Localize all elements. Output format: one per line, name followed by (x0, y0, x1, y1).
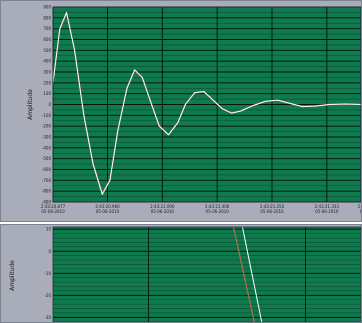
x-tick-date-label: 05-06-2010 (260, 209, 284, 214)
signal-series-line (53, 11, 361, 195)
y-tick-label: -20 (44, 293, 51, 298)
x-tick-time-label: 2:43:21.250 (260, 204, 285, 209)
x-tick-time-label: 2:43:21.333 (315, 204, 340, 209)
plot-frame (52, 226, 361, 322)
x-tick-time-label: 2:43:20.877 (41, 204, 66, 209)
fit-series-line (232, 227, 255, 322)
y-tick-label: -800 (42, 189, 52, 194)
y-tick-label: -300 (42, 135, 52, 140)
x-tick-date-label: 05-06-2010 (41, 209, 65, 214)
x-tick-time-label: 2:4 (358, 204, 362, 209)
x-tick-date-label: 05-06-2010 (151, 209, 175, 214)
y-tick-label: 300 (43, 70, 51, 75)
y-tick-label: 500 (43, 48, 51, 53)
x-tick-date-label: 05-06-2010 (315, 209, 339, 214)
waveform-graph: 900 800 700 600 500 400 300 200 100 0 -100 -200 -300… (27, 5, 362, 214)
y-tick-label: 400 (43, 59, 51, 64)
y-tick-label: -100 (42, 113, 52, 118)
y-tick-label: -900 (42, 200, 52, 205)
x-tick-date-label: 0 (360, 209, 362, 214)
y-tick-label: -30 (44, 315, 51, 320)
y-tick-label: 900 (43, 5, 51, 10)
y-tick-label: 200 (43, 80, 51, 85)
zoom-graph: 10 0 -10 -20 -30 Amplitude (9, 226, 361, 322)
y-tick-label: -200 (42, 124, 52, 129)
y-tick-label: 0 (48, 249, 51, 254)
plot-area (53, 227, 361, 322)
y-tick-label: 800 (43, 15, 51, 20)
y-axis-label: Amplitude (27, 89, 34, 120)
y-tick-label: -700 (42, 178, 52, 183)
signal-series-line (241, 227, 263, 322)
x-tick-time-label: 2:43:21.400 (205, 204, 230, 209)
y-axis-label: Amplitude (9, 260, 16, 291)
plot-frame (52, 6, 361, 203)
y-tick-label: -500 (42, 156, 52, 161)
series-group (53, 11, 361, 195)
y-tick-label: 10 (46, 227, 52, 232)
y-tick-label: 700 (43, 26, 51, 31)
y-tick-label: -400 (42, 145, 52, 150)
y-tick-label: -600 (42, 167, 52, 172)
y-tick-label: 600 (43, 37, 51, 42)
y-tick-label: 0 (48, 102, 51, 107)
x-tick-time-label: 2:43:20.960 (95, 204, 120, 209)
zoom-graph-panel: 10 0 -10 -20 -30 Amplitude (0, 224, 362, 323)
x-tick-date-label: 05-06-2010 (96, 209, 120, 214)
x-tick-time-label: 2:43:21.090 (150, 204, 175, 209)
y-tick-label: 100 (43, 91, 51, 96)
series-group (232, 227, 263, 322)
y-tick-label: -10 (44, 271, 51, 276)
waveform-graph-panel: 900 800 700 600 500 400 300 200 100 0 -100 -200 -300… (0, 0, 362, 222)
x-tick-date-label: 05-06-2010 (206, 209, 230, 214)
